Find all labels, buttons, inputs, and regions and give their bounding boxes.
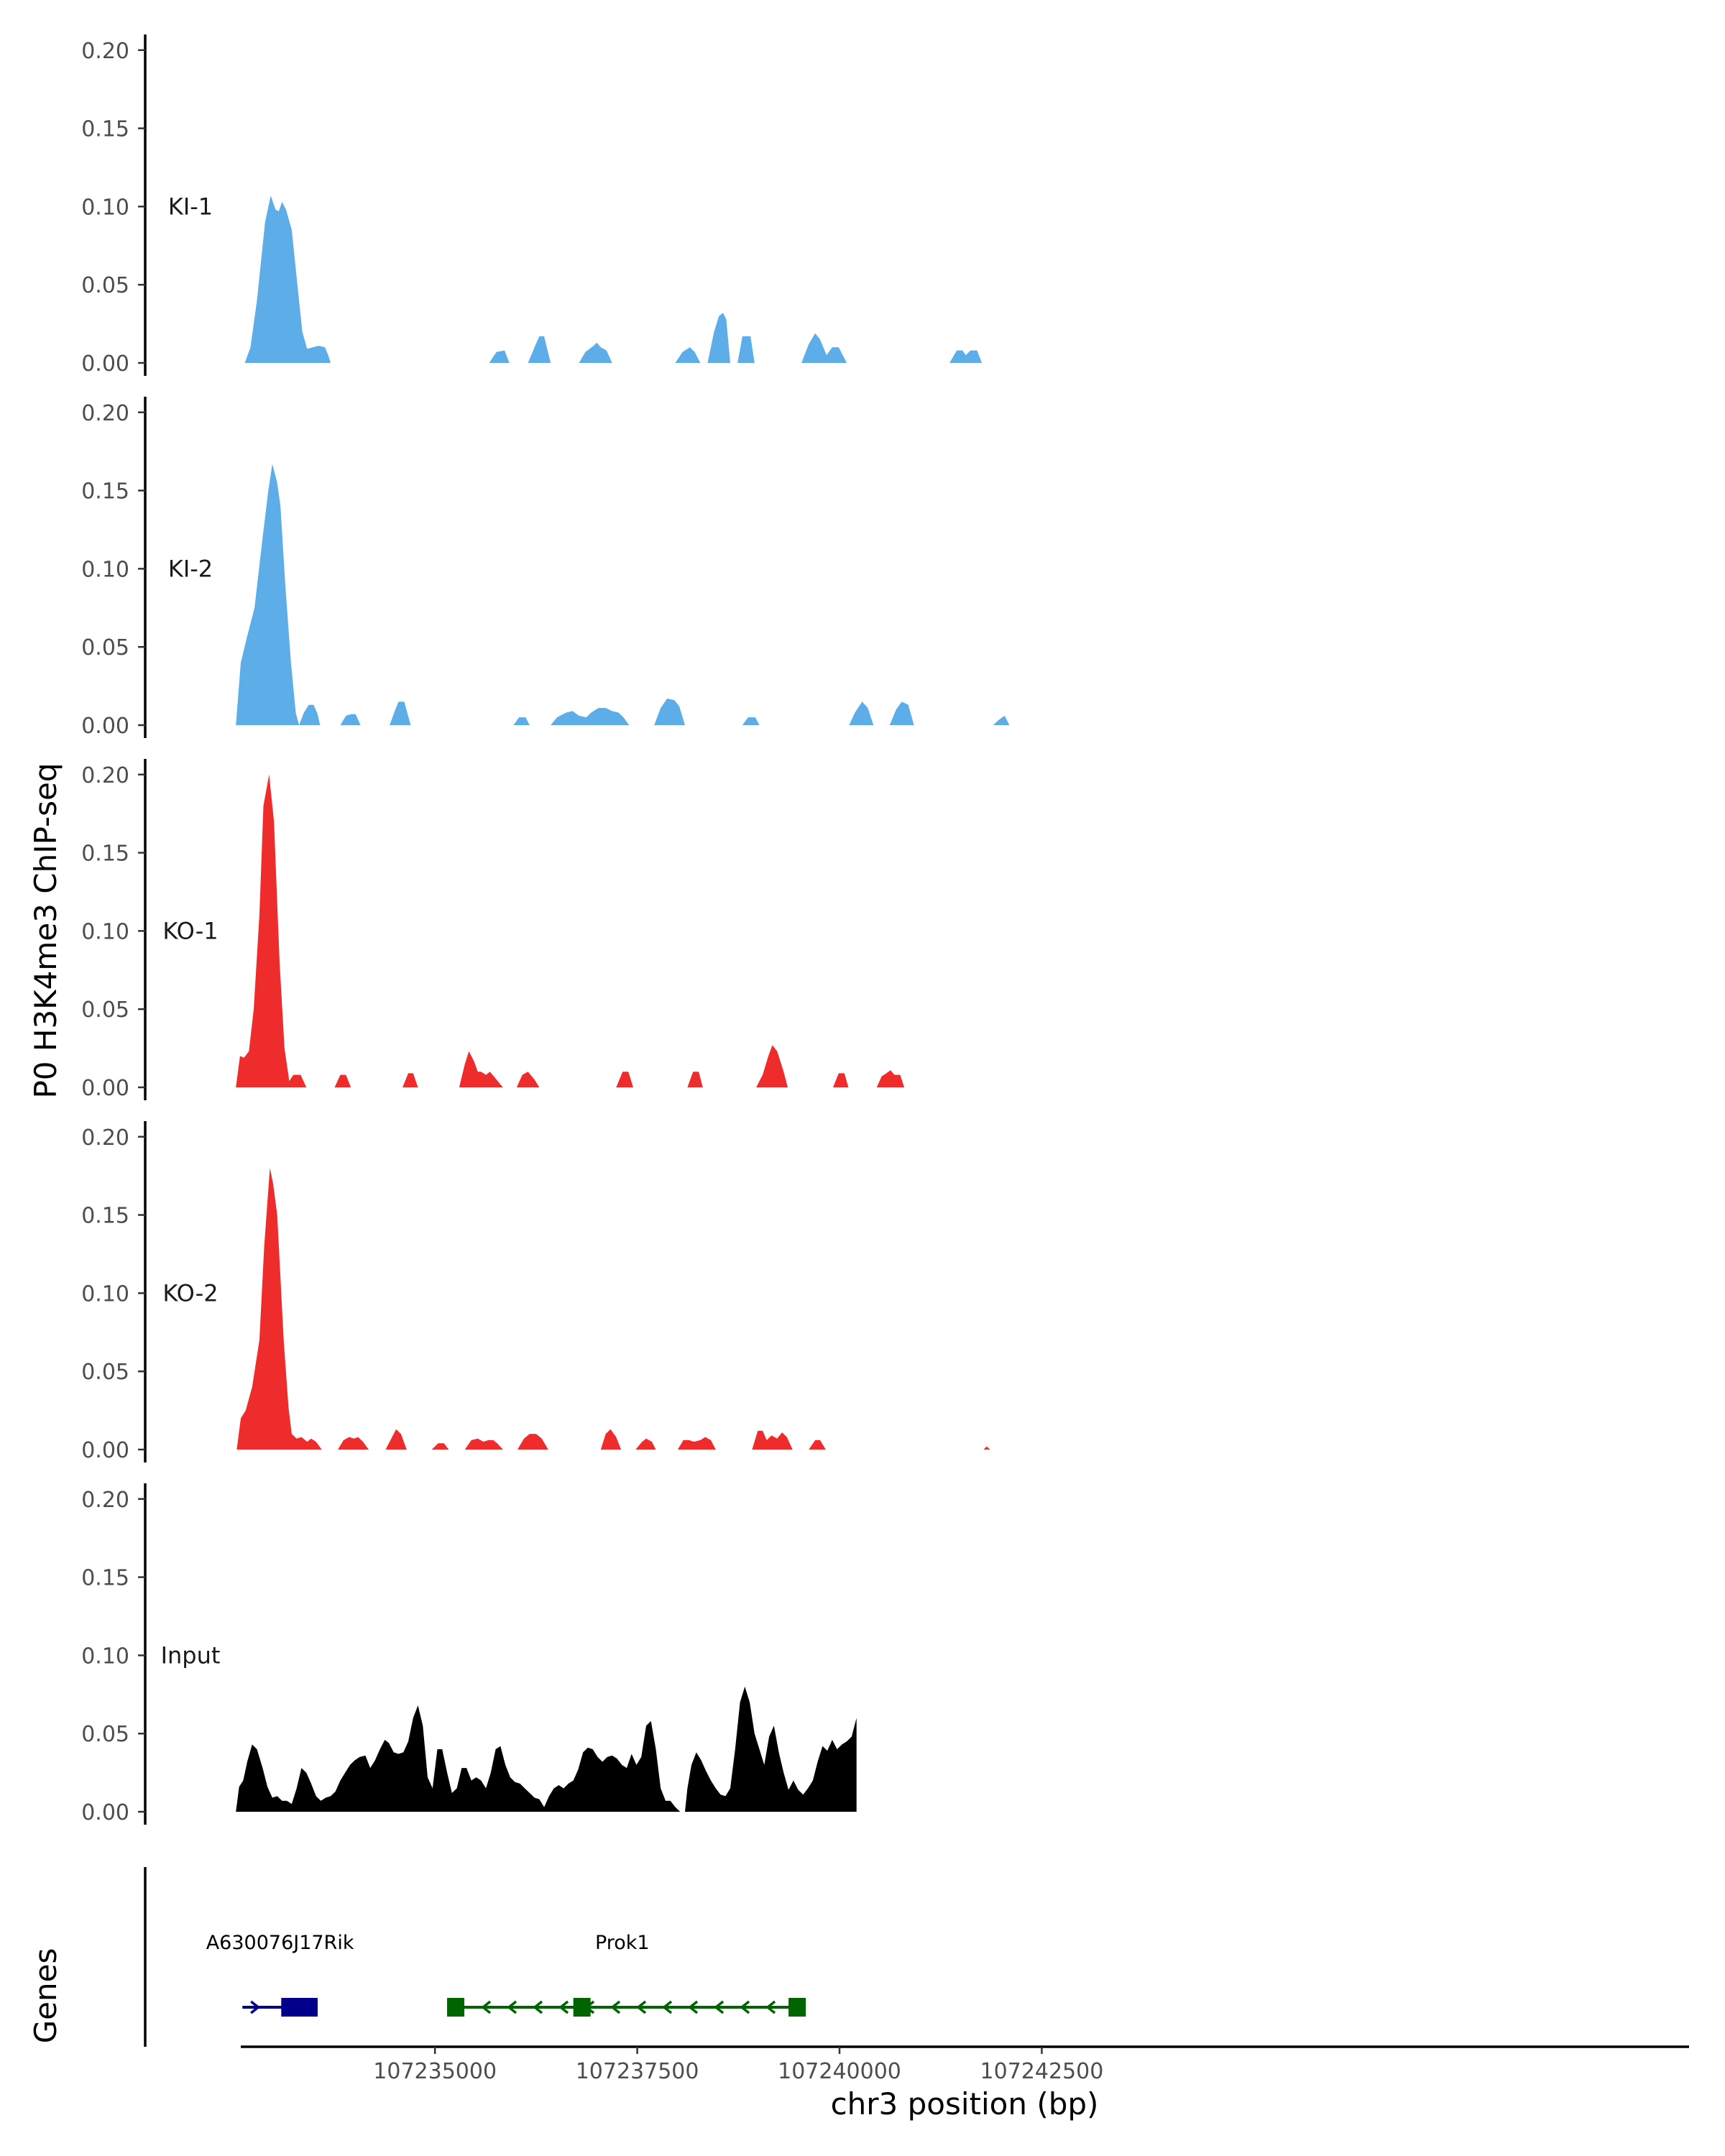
y-tick-label: 0.00 <box>81 351 129 377</box>
y-tick-label: 0.20 <box>81 39 129 64</box>
strand-chevron <box>662 2000 673 2014</box>
signal-area <box>236 1686 857 1812</box>
strand-chevron <box>507 2000 518 2014</box>
y-tick-label: 0.00 <box>81 714 129 739</box>
strand-chevron <box>481 2000 492 2014</box>
x-tick-label: 107240000 <box>778 2059 901 2084</box>
y-tick-label: 0.15 <box>81 1566 129 1591</box>
track-label: KO-2 <box>162 1279 218 1307</box>
strand-chevron <box>558 2000 569 2014</box>
y-tick-label: 0.20 <box>81 763 129 788</box>
y-tick-label: 0.05 <box>81 1722 129 1747</box>
y-axis-title: P0 H3K4me3 ChIP-seq <box>28 763 63 1098</box>
y-tick-label: 0.10 <box>81 1281 129 1307</box>
y-tick-label: 0.15 <box>81 842 129 867</box>
track-label: KI-1 <box>168 193 213 220</box>
y-tick-label: 0.20 <box>81 1125 129 1151</box>
x-axis-title: chr3 position (bp) <box>831 2086 1099 2122</box>
y-tick-label: 0.00 <box>81 1800 129 1825</box>
y-tick-label: 0.00 <box>81 1076 129 1101</box>
gene-exon <box>788 1998 806 2017</box>
strand-chevron <box>688 2000 699 2014</box>
y-tick-label: 0.15 <box>81 1204 129 1229</box>
gene-exon <box>573 1998 591 2017</box>
x-tick-label: 107237500 <box>576 2059 699 2084</box>
y-tick-label: 0.10 <box>81 195 129 220</box>
track-ko-1: 0.00 0.05 0.10 0.15 0.20 KO-1 <box>81 759 905 1101</box>
strand-chevron <box>765 2000 776 2014</box>
y-tick-label: 0.00 <box>81 1438 129 1463</box>
y-tick-label: 0.20 <box>81 401 129 426</box>
y-tick-label: 0.05 <box>81 1360 129 1385</box>
strand-chevron <box>610 2000 621 2014</box>
y-tick-label: 0.05 <box>81 635 129 660</box>
track-label: Input <box>161 1641 221 1669</box>
track-label: KI-2 <box>168 555 213 582</box>
strand-chevron <box>740 2000 750 2014</box>
strand-chevron <box>250 2000 261 2014</box>
y-tick-label: 0.10 <box>81 557 129 582</box>
gene-name-label: Prok1 <box>595 1932 650 1954</box>
y-tick-label: 0.15 <box>81 117 129 142</box>
strand-chevron <box>533 2000 543 2014</box>
x-tick-label: 107242500 <box>980 2059 1104 2084</box>
y-tick-label: 0.20 <box>81 1488 129 1513</box>
gene-name-label: A630076J17Rik <box>206 1932 354 1954</box>
y-tick-label: 0.10 <box>81 1644 129 1669</box>
y-tick-label: 0.05 <box>81 998 129 1023</box>
track-ko-2: 0.00 0.05 0.10 0.15 0.20 KO-2 <box>81 1121 990 1463</box>
signal-area <box>244 195 983 363</box>
strand-chevron <box>714 2000 724 2014</box>
gene-a630076j17rik: A630076J17Rik <box>206 1932 354 2017</box>
gene-track-title: Genes <box>28 1948 63 2044</box>
track-ki-2: 0.00 0.05 0.10 0.15 0.20 KI-2 <box>81 397 1010 739</box>
x-tick-label: 107235000 <box>373 2059 497 2084</box>
track-label: KO-1 <box>162 917 218 944</box>
strand-chevron <box>636 2000 647 2014</box>
y-tick-label: 0.15 <box>81 479 129 505</box>
track-input: 0.00 0.05 0.10 0.15 0.20 Input <box>81 1483 857 1825</box>
track-ki-1: 0.00 0.05 0.10 0.15 0.20 KI-1 <box>81 34 983 377</box>
gene-prok1: Prok1 <box>447 1932 806 2017</box>
y-tick-label: 0.05 <box>81 273 129 298</box>
gene-exon <box>447 1998 465 2017</box>
y-tick-label: 0.10 <box>81 919 129 944</box>
gene-exon <box>281 1998 318 2017</box>
